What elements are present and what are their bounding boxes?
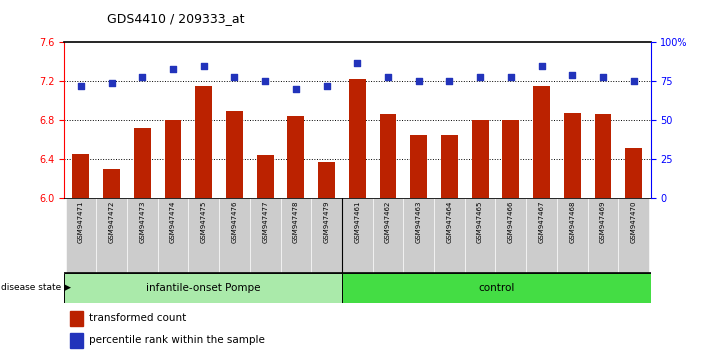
Text: GSM947471: GSM947471 (78, 200, 84, 243)
Point (137, 74, 148, 80)
Text: GSM947462: GSM947462 (385, 200, 391, 243)
Text: GSM947476: GSM947476 (232, 200, 237, 243)
Bar (73, 154, 90, 198)
Text: percentile rank within the sample: percentile rank within the sample (89, 335, 264, 345)
Text: GSM947470: GSM947470 (631, 200, 636, 243)
Point (321, 83, 332, 89)
Point (628, 79, 639, 84)
Point (75, 83, 87, 89)
Bar (226, 111, 243, 198)
Bar (380, 114, 397, 198)
Bar (127, 198, 158, 273)
Text: GSM947464: GSM947464 (447, 200, 452, 243)
Bar (311, 198, 342, 273)
Point (536, 63, 547, 69)
Bar (557, 198, 587, 273)
Bar (250, 198, 281, 273)
Text: transformed count: transformed count (89, 313, 186, 323)
Bar (96, 198, 127, 273)
Text: GSM947472: GSM947472 (109, 200, 114, 243)
Text: GSM947465: GSM947465 (477, 200, 483, 243)
Bar (594, 114, 611, 198)
Bar (164, 120, 181, 198)
Bar (471, 120, 488, 198)
Bar (465, 198, 496, 273)
Bar (533, 86, 550, 198)
Point (474, 74, 486, 80)
Bar (257, 155, 274, 198)
Text: GSM947475: GSM947475 (201, 200, 207, 243)
Text: GSM947478: GSM947478 (293, 200, 299, 243)
Bar (587, 198, 619, 273)
Point (444, 79, 455, 84)
Point (290, 86, 301, 92)
Bar (342, 198, 373, 273)
Point (167, 66, 178, 72)
Text: control: control (478, 282, 515, 293)
Bar (65, 198, 96, 273)
Text: GSM947477: GSM947477 (262, 200, 268, 243)
Text: GSM947467: GSM947467 (538, 200, 545, 243)
Point (260, 79, 271, 84)
Text: GSM947466: GSM947466 (508, 200, 514, 243)
Bar (342, 273, 651, 303)
Bar (496, 198, 526, 273)
Point (567, 72, 578, 78)
Bar (526, 198, 557, 273)
Bar (349, 80, 365, 198)
Bar (625, 148, 642, 198)
Text: GSM947479: GSM947479 (324, 200, 330, 243)
Text: infantile-onset Pompe: infantile-onset Pompe (146, 282, 260, 293)
Bar (503, 120, 519, 198)
Bar (103, 169, 120, 198)
Bar (158, 198, 188, 273)
Point (505, 74, 516, 80)
Point (351, 60, 363, 65)
Bar (188, 198, 219, 273)
Point (198, 63, 210, 69)
Text: GDS4410 / 209333_at: GDS4410 / 209333_at (107, 12, 244, 25)
Bar (287, 116, 304, 198)
Bar (70, 333, 82, 348)
Text: GSM947469: GSM947469 (600, 200, 606, 243)
Text: GSM947463: GSM947463 (416, 200, 422, 243)
Bar (441, 135, 458, 198)
Text: GSM947474: GSM947474 (170, 200, 176, 243)
Bar (70, 311, 82, 326)
Text: GSM947468: GSM947468 (570, 200, 575, 243)
Point (106, 80, 117, 86)
Bar (318, 162, 335, 198)
Bar (281, 198, 311, 273)
Bar (64, 273, 342, 303)
Point (383, 74, 394, 80)
Point (413, 79, 424, 84)
Text: disease state ▶: disease state ▶ (1, 283, 70, 292)
Text: GSM947473: GSM947473 (139, 200, 145, 243)
Bar (134, 128, 151, 198)
Bar (219, 198, 250, 273)
Bar (564, 113, 581, 198)
Bar (403, 198, 434, 273)
Bar (410, 135, 427, 198)
Bar (434, 198, 465, 273)
Point (229, 74, 240, 80)
Bar (619, 198, 649, 273)
Point (597, 74, 609, 80)
Bar (373, 198, 403, 273)
Text: GSM947461: GSM947461 (354, 200, 360, 243)
Bar (196, 86, 212, 198)
